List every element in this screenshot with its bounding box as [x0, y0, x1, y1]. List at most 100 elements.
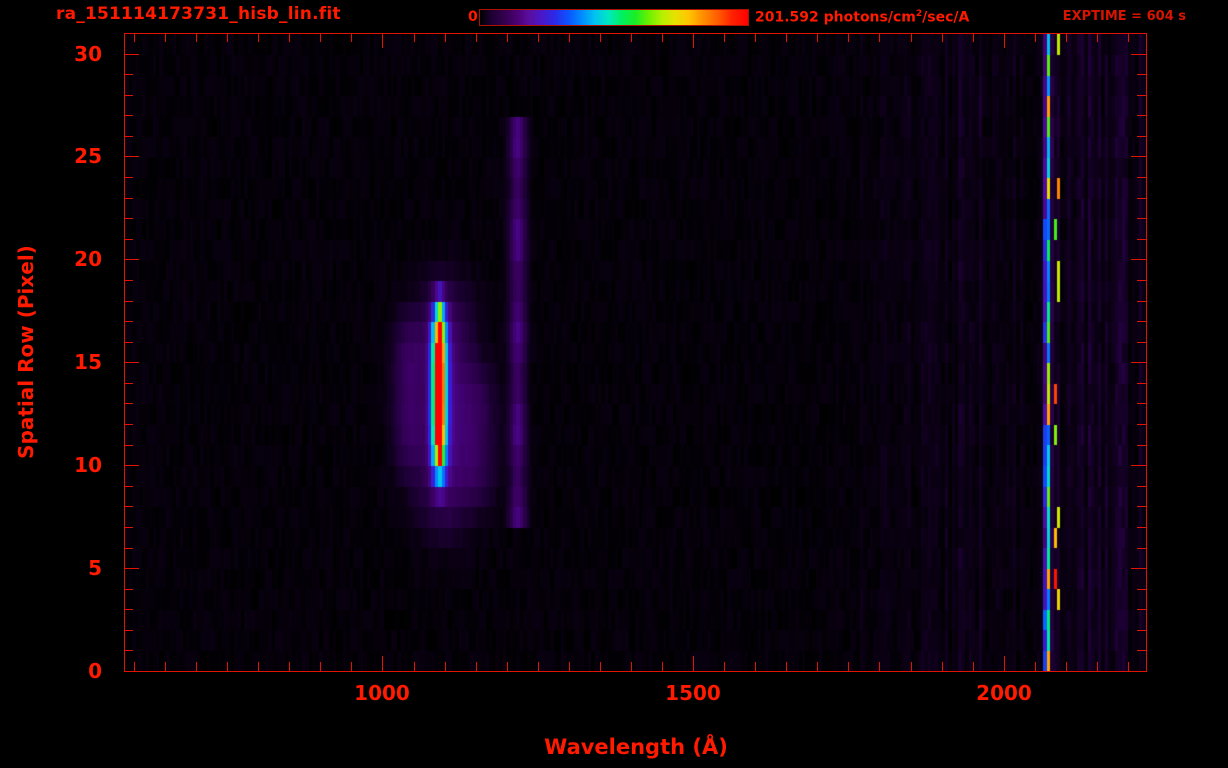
- y-axis-tick: [124, 424, 133, 425]
- x-tick-label: 1500: [665, 681, 721, 705]
- y-axis-tick: [124, 136, 133, 137]
- x-axis-tick: [258, 662, 259, 671]
- y-axis-tick: [1137, 198, 1146, 199]
- x-axis-tick: [755, 33, 756, 42]
- x-axis-tick: [507, 33, 508, 42]
- x-axis-tick: [631, 33, 632, 42]
- y-axis-tick: [1131, 259, 1146, 260]
- x-axis-tick: [631, 662, 632, 671]
- x-tick-label: 1000: [354, 681, 410, 705]
- y-axis-tick: [1137, 424, 1146, 425]
- y-axis-tick: [124, 156, 139, 157]
- x-axis-tick: [817, 662, 818, 671]
- colorbar-units-exponent: 2: [915, 9, 923, 19]
- x-axis-tick: [973, 662, 974, 671]
- y-tick-label: 0: [88, 659, 102, 683]
- y-axis-tick: [124, 54, 139, 55]
- x-axis-tick: [538, 662, 539, 671]
- y-tick-label: 5: [88, 556, 102, 580]
- x-axis-tick: [538, 33, 539, 42]
- x-axis-tick: [445, 33, 446, 42]
- y-axis-tick: [1137, 527, 1146, 528]
- x-axis-tick: [289, 33, 290, 42]
- y-axis-tick: [1137, 589, 1146, 590]
- colorbar-units-pre: photons/cm: [818, 9, 916, 26]
- y-axis-tick: [1137, 609, 1146, 610]
- y-axis-tick: [124, 362, 139, 363]
- x-axis-tick: [414, 33, 415, 42]
- x-axis-tick: [165, 33, 166, 42]
- y-axis-tick: [124, 527, 133, 528]
- y-axis-tick: [1137, 115, 1146, 116]
- x-axis-tick: [973, 33, 974, 42]
- y-axis-tick: [124, 280, 133, 281]
- y-tick-label: 30: [74, 42, 102, 66]
- y-axis-tick: [124, 609, 133, 610]
- x-axis-tick: [1066, 662, 1067, 671]
- y-tick-label: 10: [74, 453, 102, 477]
- x-axis-tick: [351, 33, 352, 42]
- y-axis-tick: [124, 321, 133, 322]
- x-axis-tick: [942, 33, 943, 42]
- y-axis-tick: [124, 465, 139, 466]
- y-axis-tick: [1137, 33, 1146, 34]
- x-axis-tick: [320, 662, 321, 671]
- x-axis-tick: [693, 33, 694, 48]
- y-axis-tick: [1131, 671, 1146, 672]
- y-tick-label: 25: [74, 144, 102, 168]
- colorbar-min-label: 0: [468, 9, 478, 25]
- y-axis-tick: [124, 177, 133, 178]
- y-axis-tick: [124, 568, 139, 569]
- y-axis-tick: [1137, 650, 1146, 651]
- y-tick-label: 15: [74, 350, 102, 374]
- colorbar: [479, 9, 749, 26]
- x-axis-tick: [755, 662, 756, 671]
- y-axis-tick: [1137, 95, 1146, 96]
- x-axis-tick: [196, 33, 197, 42]
- x-axis-tick: [1128, 33, 1129, 42]
- y-axis-tick: [1131, 362, 1146, 363]
- y-axis-tick: [1131, 568, 1146, 569]
- y-tick-label: 20: [74, 247, 102, 271]
- x-tick-label: 2000: [976, 681, 1032, 705]
- x-axis-tick: [911, 662, 912, 671]
- x-axis-title: Wavelength (Å): [544, 735, 728, 759]
- x-axis-tick: [1128, 662, 1129, 671]
- x-axis-tick: [227, 33, 228, 42]
- x-axis-tick: [1035, 33, 1036, 42]
- y-axis-tick: [1137, 239, 1146, 240]
- y-axis-tick: [1137, 301, 1146, 302]
- x-axis-tick: [1004, 33, 1005, 48]
- x-axis-tick: [445, 662, 446, 671]
- y-axis-tick: [124, 33, 133, 34]
- y-axis-tick: [124, 445, 133, 446]
- y-axis-tick: [124, 650, 133, 651]
- y-axis-tick: [124, 74, 133, 75]
- y-axis-tick: [1131, 156, 1146, 157]
- x-axis-tick: [786, 33, 787, 42]
- x-axis-tick: [848, 662, 849, 671]
- y-axis-tick: [1137, 403, 1146, 404]
- x-axis-tick: [320, 33, 321, 42]
- x-axis-tick: [414, 662, 415, 671]
- y-axis-tick: [124, 506, 133, 507]
- y-axis-tick: [124, 403, 133, 404]
- x-axis-tick: [911, 33, 912, 42]
- y-axis-tick: [1137, 74, 1146, 75]
- x-axis-tick: [879, 662, 880, 671]
- x-axis-tick: [569, 662, 570, 671]
- y-axis-tick: [124, 218, 133, 219]
- plot-frame: [124, 33, 1147, 672]
- y-axis-tick: [124, 671, 139, 672]
- y-axis-title: Spatial Row (Pixel): [14, 245, 38, 459]
- x-axis-tick: [879, 33, 880, 42]
- x-axis-tick: [196, 662, 197, 671]
- y-axis-tick: [124, 301, 133, 302]
- colorbar-max-value: 201.592: [755, 9, 819, 26]
- x-axis-tick: [1004, 656, 1005, 671]
- spectrum-heatmap: [125, 34, 1146, 671]
- y-axis-tick: [124, 548, 133, 549]
- x-axis-tick: [724, 662, 725, 671]
- y-axis-tick: [1137, 548, 1146, 549]
- x-axis-tick: [382, 656, 383, 671]
